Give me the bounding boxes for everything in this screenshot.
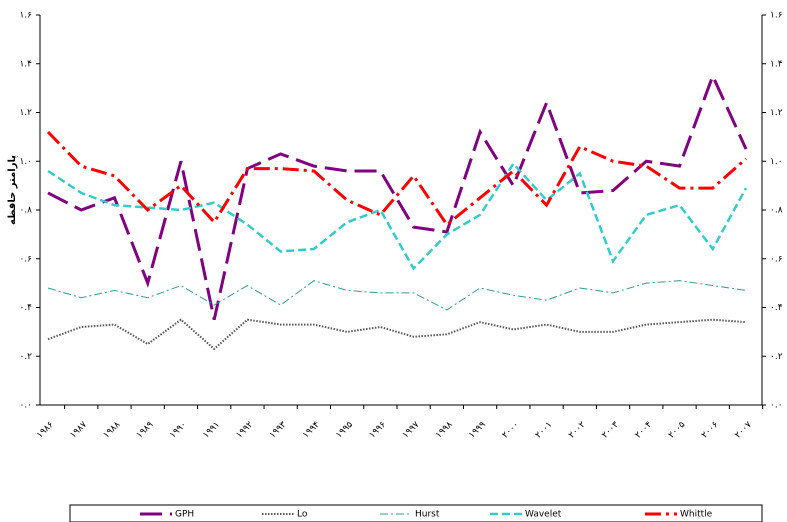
y-tick-label: ۰.۶: [19, 254, 32, 264]
y2-tick-label: ۰.۴: [770, 303, 783, 313]
x-tick-label: ۲۰۰۶: [700, 420, 721, 441]
legend-box: [69, 504, 763, 522]
x-tick-label: ۱۹۹۰: [168, 420, 189, 441]
x-tick-label: ۱۹۸۹: [135, 420, 156, 441]
y2-tick-label: ۱.۴: [770, 59, 783, 69]
y-tick-label: ۰.۰: [19, 401, 32, 411]
x-tick-label: ۱۹۹۵: [334, 420, 355, 441]
legend-label: Hurst: [415, 510, 440, 520]
y2-tick-label: ۰.۶: [770, 254, 783, 264]
legend-label: Lo: [297, 510, 308, 520]
x-tick-label: ۲۰۰۵: [667, 420, 688, 441]
x-tick-label: ۱۹۹۹: [467, 420, 488, 441]
x-tick-label: ۱۹۹۲: [235, 420, 256, 441]
y-tick-label: ۰.۴: [19, 303, 32, 313]
y2-tick-label: ۰.۲: [770, 352, 783, 362]
y-tick-label: ۱.۰: [19, 157, 32, 167]
x-tick-label: ۱۹۹۶: [368, 420, 389, 441]
series-line: [47, 318, 747, 351]
x-tick-label: ۱۹۹۷: [401, 420, 422, 441]
x-tick-label: ۱۹۹۸: [434, 420, 455, 441]
legend-label: Whittle: [680, 510, 713, 520]
x-tick-label: ۲۰۰۲: [567, 420, 588, 441]
y-tick-label: ۰.۲: [19, 352, 32, 362]
y2-tick-label: ۰.۸: [770, 206, 783, 216]
y-axis-title: پارامتر حافظه: [7, 155, 18, 225]
y2-tick-label: ۱.۲: [770, 108, 783, 118]
y2-tick-label: ۱.۰: [770, 157, 783, 167]
legend-label: GPH: [175, 510, 194, 520]
x-tick-label: ۲۰۰۳: [600, 420, 621, 441]
x-tick-label: ۲۰۰۷: [733, 420, 754, 441]
y-tick-label: ۱.۲: [19, 108, 32, 118]
series-line: [46, 130, 747, 227]
x-tick-label: ۲۰۰۱: [534, 420, 555, 441]
series-line: [47, 161, 748, 271]
y2-tick-label: ۰.۰: [770, 401, 783, 411]
x-tick-label: ۱۹۹۳: [268, 420, 289, 441]
y2-tick-label: ۱.۶: [770, 11, 783, 21]
y-tick-label: ۱.۴: [19, 59, 32, 69]
y-tick-label: ۱.۶: [19, 11, 32, 21]
x-tick-label: ۱۹۸۸: [102, 420, 123, 441]
x-tick-label: ۱۹۸۷: [68, 420, 89, 441]
series-line: [47, 71, 748, 321]
legend-label: Wavelet: [525, 510, 562, 520]
x-tick-label: ۱۹۸۶: [35, 420, 56, 441]
x-tick-label: ۲۰۰۰: [500, 420, 521, 441]
x-tick-label: ۱۹۹۴: [301, 420, 322, 441]
x-tick-label: ۲۰۰۴: [633, 420, 654, 441]
y-tick-label: ۰.۸: [19, 206, 32, 216]
series-line: [47, 280, 747, 311]
x-tick-label: ۱۹۹۱: [201, 420, 222, 441]
